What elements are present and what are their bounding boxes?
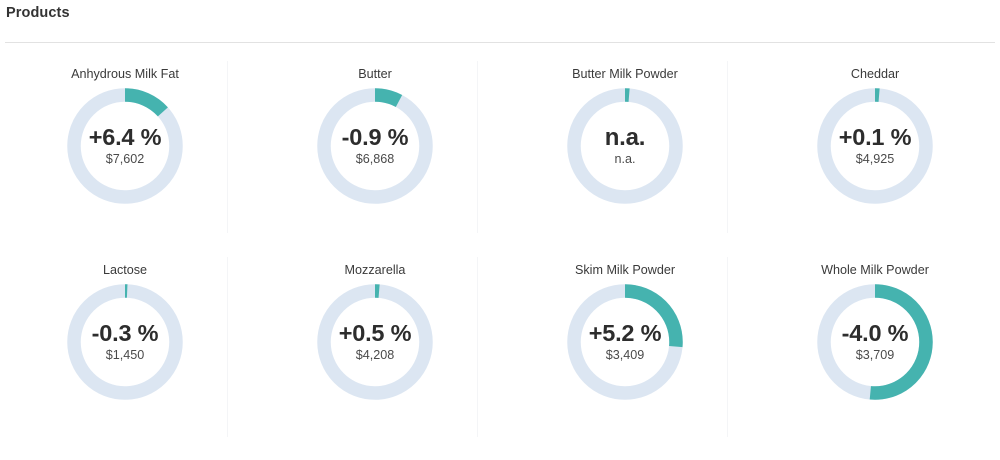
- product-name-label: Lactose: [102, 263, 148, 277]
- donut-gauge-svg: [67, 88, 183, 204]
- donut-gauge[interactable]: +0.1 % $4,925: [817, 88, 933, 204]
- gauge-center-text: +6.4 % $7,602: [67, 88, 183, 204]
- donut-gauge-svg: [317, 284, 433, 400]
- donut-gauge[interactable]: +6.4 % $7,602: [67, 88, 183, 204]
- gauge-percent-value: -0.9 %: [341, 123, 409, 150]
- product-name-label: Skim Milk Powder: [574, 263, 676, 277]
- donut-gauge-svg: [567, 88, 683, 204]
- product-gauge-card[interactable]: Mozzarella +0.5 % $4,208: [250, 239, 500, 439]
- gauge-value-arc: [817, 284, 933, 400]
- donut-gauge[interactable]: -0.3 % $1,450: [67, 284, 183, 400]
- donut-gauge[interactable]: +5.2 % $3,409: [567, 284, 683, 400]
- gauge-value-arc: [817, 88, 933, 204]
- donut-gauge[interactable]: -0.9 % $6,868: [317, 88, 433, 204]
- gauge-percent-value: n.a.: [604, 123, 646, 151]
- donut-gauge-svg: [817, 88, 933, 204]
- gauge-percent-value: +5.2 %: [588, 319, 662, 346]
- product-gauge-card[interactable]: Anhydrous Milk Fat +6.4 % $7,602: [0, 43, 250, 239]
- column-divider: [227, 257, 228, 437]
- donut-gauge-svg: [817, 284, 933, 400]
- gauge-center-text: +0.5 % $4,208: [317, 284, 433, 400]
- product-name-label: Whole Milk Powder: [821, 263, 929, 277]
- gauge-price-value: n.a.: [614, 152, 636, 167]
- product-name-label: Anhydrous Milk Fat: [71, 67, 179, 81]
- gauge-price-value: $7,602: [105, 151, 145, 166]
- gauge-center-text: n.a. n.a.: [567, 88, 683, 204]
- donut-gauge[interactable]: +0.5 % $4,208: [317, 284, 433, 400]
- gauge-percent-value: +0.5 %: [338, 319, 412, 346]
- product-gauge-card[interactable]: Lactose -0.3 % $1,450: [0, 239, 250, 439]
- gauge-center-text: +0.1 % $4,925: [817, 88, 933, 204]
- gauge-price-value: $4,925: [855, 151, 895, 166]
- product-gauge-card[interactable]: Butter Milk Powder n.a. n.a.: [500, 43, 750, 239]
- column-divider: [727, 257, 728, 437]
- gauge-price-value: $4,208: [355, 347, 395, 362]
- gauge-value-arc: [567, 284, 683, 400]
- donut-gauge[interactable]: n.a. n.a.: [567, 88, 683, 204]
- column-divider: [477, 257, 478, 437]
- column-divider: [727, 61, 728, 233]
- product-gauge-card[interactable]: Whole Milk Powder -4.0 % $3,709: [750, 239, 1000, 439]
- product-name-label: Cheddar: [850, 67, 900, 81]
- gauge-value-arc: [67, 88, 183, 204]
- gauge-price-value: $1,450: [105, 347, 145, 362]
- product-gauge-card[interactable]: Skim Milk Powder +5.2 % $3,409: [500, 239, 750, 439]
- gauge-price-value: $3,409: [605, 347, 645, 362]
- product-name-label: Mozzarella: [344, 263, 406, 277]
- donut-gauge-svg: [317, 88, 433, 204]
- gauge-row: Anhydrous Milk Fat +6.4 % $7,602 Butter -0.9…: [0, 43, 1000, 239]
- product-gauge-grid: Anhydrous Milk Fat +6.4 % $7,602 Butter -0.9…: [0, 43, 1000, 460]
- donut-gauge-svg: [67, 284, 183, 400]
- gauge-row: Lactose -0.3 % $1,450 Mozzarella +0.5 % $4,20…: [0, 239, 1000, 439]
- product-gauge-card[interactable]: Cheddar +0.1 % $4,925: [750, 43, 1000, 239]
- section-header: Products: [0, 0, 1000, 43]
- gauge-percent-value: -4.0 %: [841, 319, 909, 346]
- gauge-value-arc: [567, 88, 683, 204]
- gauge-percent-value: +6.4 %: [88, 123, 162, 150]
- product-gauge-card[interactable]: Butter -0.9 % $6,868: [250, 43, 500, 239]
- gauge-percent-value: -0.3 %: [91, 319, 159, 346]
- gauge-value-arc: [67, 284, 183, 400]
- donut-gauge-svg: [567, 284, 683, 400]
- gauge-value-arc: [317, 284, 433, 400]
- product-name-label: Butter Milk Powder: [572, 67, 678, 81]
- gauge-center-text: -0.3 % $1,450: [67, 284, 183, 400]
- page-title: Products: [6, 5, 70, 21]
- header-divider: [5, 42, 995, 43]
- column-divider: [227, 61, 228, 233]
- gauge-price-value: $6,868: [355, 151, 395, 166]
- gauge-center-text: -4.0 % $3,709: [817, 284, 933, 400]
- product-name-label: Butter: [358, 67, 392, 81]
- gauge-percent-value: +0.1 %: [838, 123, 912, 150]
- gauge-center-text: -0.9 % $6,868: [317, 88, 433, 204]
- column-divider: [477, 61, 478, 233]
- donut-gauge[interactable]: -4.0 % $3,709: [817, 284, 933, 400]
- gauge-center-text: +5.2 % $3,409: [567, 284, 683, 400]
- gauge-price-value: $3,709: [855, 347, 895, 362]
- gauge-value-arc: [317, 88, 433, 204]
